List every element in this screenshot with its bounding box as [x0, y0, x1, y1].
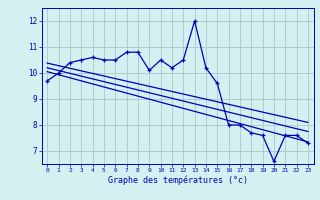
X-axis label: Graphe des températures (°c): Graphe des températures (°c): [108, 176, 248, 185]
